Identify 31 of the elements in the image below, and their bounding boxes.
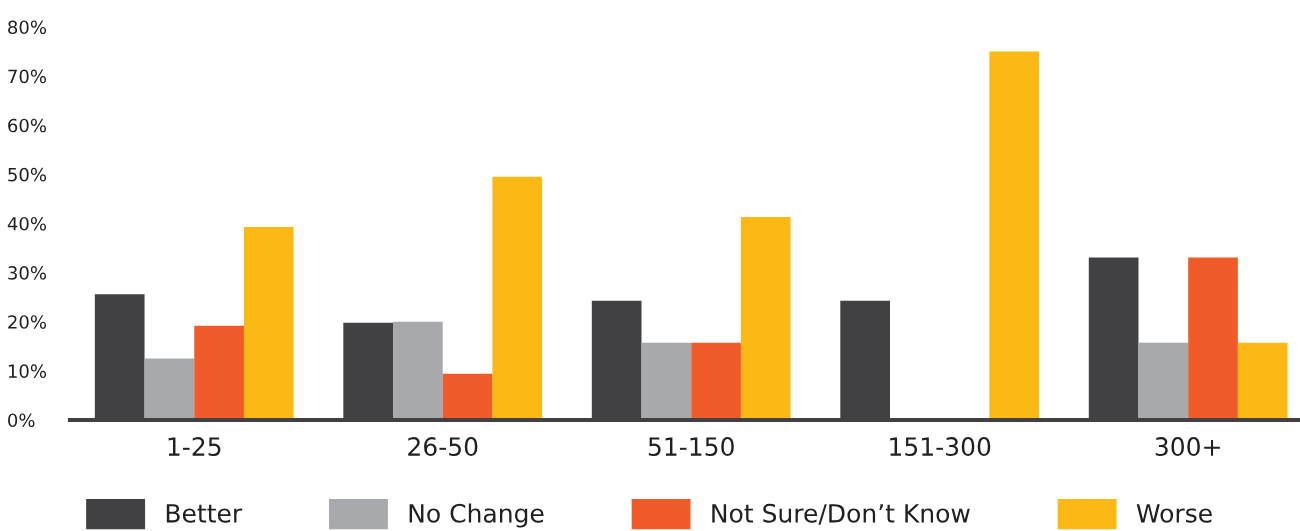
legend-label: Better [166,504,243,523]
x-tick-label: 300+ [1155,437,1220,457]
y-tick-label: 50% [8,167,47,182]
y-tick-label: 40% [7,216,47,231]
bar [144,358,195,420]
y-tick-label: 20% [8,315,47,329]
legend-label: Worse [1136,504,1212,523]
bar [393,321,443,420]
y-tick-label: 80% [8,20,47,35]
bar [1138,342,1189,420]
bar [243,226,294,420]
y-tick-label: 10% [8,364,47,378]
legend-label: Not Sure/Don’t Know [712,503,970,525]
x-tick-label: 26-50 [408,437,478,457]
bar [1188,257,1238,420]
bar [1237,342,1288,420]
bar [740,217,791,420]
bar [492,176,543,420]
bar [641,342,692,420]
y-tick-label: 0% [8,413,35,428]
bar [691,342,741,420]
x-tick-label: 151-300 [890,437,991,457]
bar [194,325,244,420]
x-tick-label: 1-25 [168,437,221,457]
y-tick-label: 70% [8,69,47,84]
x-tick-label: 51-150 [648,437,734,457]
y-tick-label: 60% [8,118,47,133]
bar [442,373,493,420]
legend-label: No Change [409,503,544,528]
bar [989,51,1040,420]
y-tick-label: 30% [8,266,47,280]
